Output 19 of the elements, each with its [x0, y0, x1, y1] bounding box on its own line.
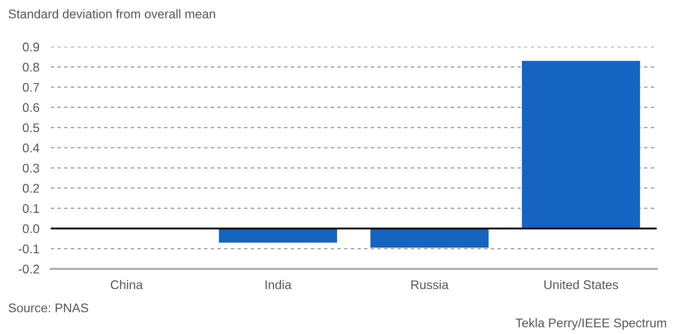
y-tick-label: 0.2: [22, 184, 40, 193]
y-tick-label: 0.9: [22, 42, 40, 52]
y-axis-title: Standard deviation from overall mean: [8, 9, 216, 18]
y-tick-label: 0.5: [22, 123, 40, 132]
x-tick-label: China: [110, 280, 143, 290]
text: Tekla Perry/IEEE Spectrum: [516, 318, 666, 330]
y-tick-label: 0.6: [22, 103, 40, 112]
x-tick-label: United States: [544, 280, 618, 290]
x-tick-label: Russia: [411, 280, 449, 290]
x-tick-label: India: [266, 280, 292, 290]
y-tick-label: -0.2: [18, 264, 40, 274]
y-tick-label: 0.3: [22, 164, 40, 173]
y-tick-label: 0.7: [22, 82, 40, 92]
y-tick-label: 0.1: [22, 204, 40, 213]
y-tick-label: 0.4: [22, 144, 40, 152]
y-tick-label: -0.1: [18, 244, 40, 254]
y-tick-label: 0.8: [22, 62, 40, 72]
y-tick-label: 0.0: [22, 224, 40, 234]
source-note: Source: PNAS: [8, 303, 88, 312]
